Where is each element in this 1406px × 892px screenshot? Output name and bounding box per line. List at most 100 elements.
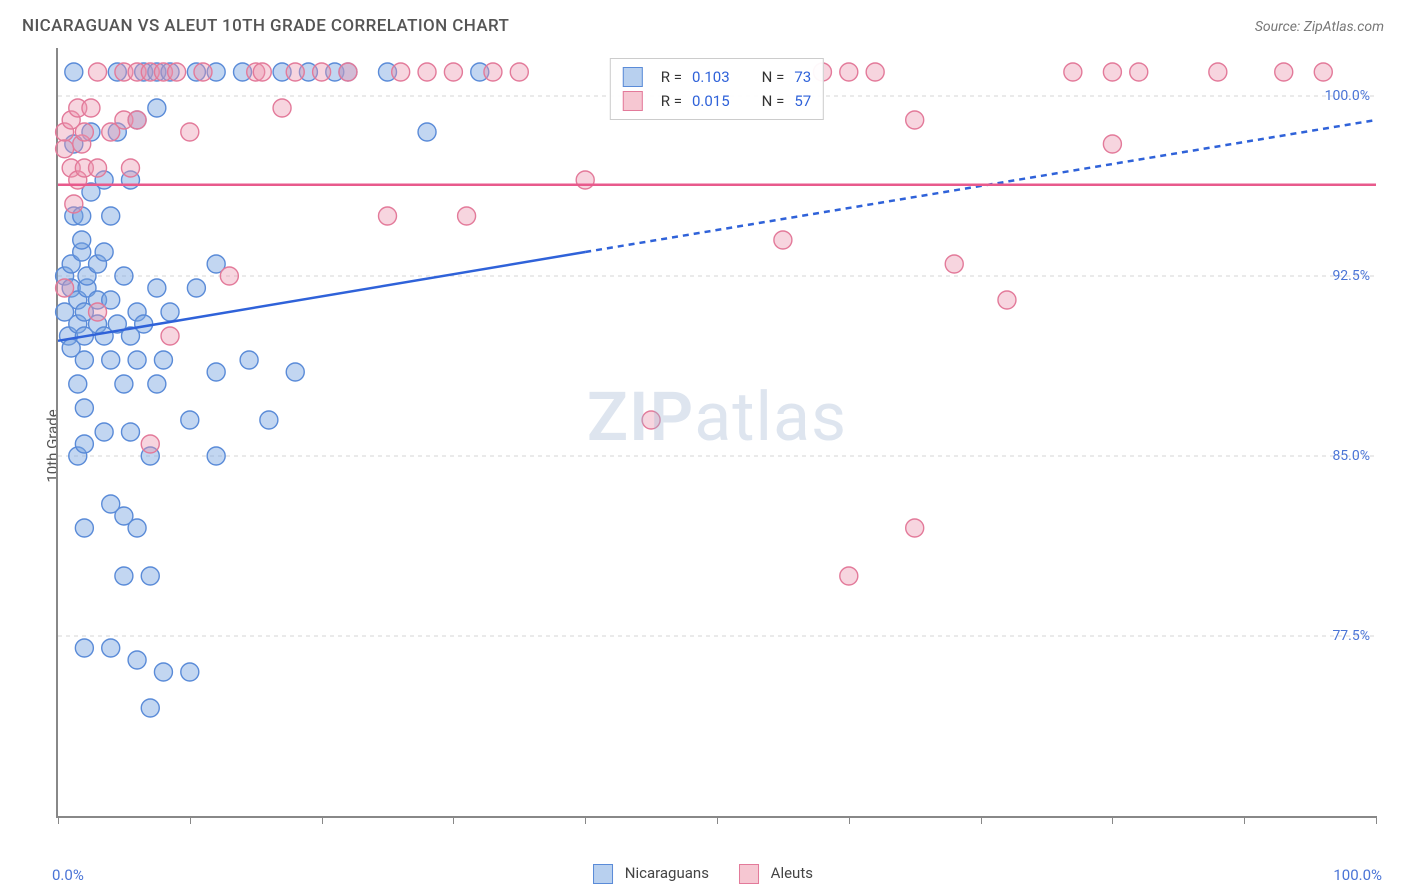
scatter-point (75, 351, 93, 369)
scatter-point (102, 639, 120, 657)
scatter-point (484, 63, 502, 81)
scatter-point (181, 411, 199, 429)
scatter-point (56, 140, 74, 158)
scatter-point (89, 303, 107, 321)
x-axis-max-label: 100.0% (1333, 866, 1382, 884)
scatter-point (207, 447, 225, 465)
scatter-point (75, 639, 93, 657)
scatter-point (89, 159, 107, 177)
x-tick (1376, 816, 1377, 824)
x-tick (1244, 816, 1245, 824)
swatch-a-icon (623, 67, 643, 87)
scatter-point (998, 291, 1016, 309)
scatter-point (1275, 63, 1293, 81)
scatter-point (576, 171, 594, 189)
scatter-point (65, 63, 83, 81)
scatter-point (181, 123, 199, 141)
legend-item-a: Nicaraguans (593, 864, 709, 884)
scatter-point (286, 363, 304, 381)
scatter-point (866, 63, 884, 81)
legend-item-b: Aleuts (739, 864, 813, 884)
plot-area: ZIPatlas R = 0.103 N = 73 R = 0.015 N = … (56, 48, 1376, 818)
scatter-point (444, 63, 462, 81)
scatter-point (379, 207, 397, 225)
scatter-point (148, 375, 166, 393)
bottom-legend: Nicaraguans Aleuts (593, 864, 813, 884)
scatter-point (207, 363, 225, 381)
y-tick-label: 85.0% (1332, 448, 1370, 464)
scatter-point (1314, 63, 1332, 81)
scatter-point (141, 567, 159, 585)
x-tick (322, 816, 323, 824)
scatter-point (89, 63, 107, 81)
scatter-point (128, 519, 146, 537)
y-tick-label: 77.5% (1332, 628, 1370, 644)
stats-row-b: R = 0.015 N = 57 (623, 89, 811, 113)
x-tick (585, 816, 586, 824)
scatter-point (840, 63, 858, 81)
scatter-point (161, 303, 179, 321)
scatter-point (1064, 63, 1082, 81)
scatter-point (339, 63, 357, 81)
scatter-point (220, 267, 238, 285)
scatter-point (75, 399, 93, 417)
scatter-point (313, 63, 331, 81)
scatter-point (135, 315, 153, 333)
scatter-point (115, 267, 133, 285)
scatter-point (75, 519, 93, 537)
scatter-point (510, 63, 528, 81)
scatter-point (774, 231, 792, 249)
scatter-point (260, 411, 278, 429)
scatter-point (115, 567, 133, 585)
scatter-point (1103, 63, 1121, 81)
scatter-point (128, 651, 146, 669)
x-tick (717, 816, 718, 824)
scatter-point (95, 423, 113, 441)
scatter-point (273, 99, 291, 117)
scatter-point (392, 63, 410, 81)
scatter-point (148, 279, 166, 297)
stats-row-a: R = 0.103 N = 73 (623, 65, 811, 89)
swatch-b-icon (739, 864, 759, 884)
scatter-point (65, 195, 83, 213)
scatter-point (945, 255, 963, 273)
scatter-point (253, 63, 271, 81)
x-tick (981, 816, 982, 824)
scatter-point (418, 123, 436, 141)
scatter-point (115, 375, 133, 393)
scatter-point (906, 519, 924, 537)
scatter-point (73, 231, 91, 249)
scatter-point (141, 699, 159, 717)
swatch-b-icon (623, 91, 643, 111)
swatch-a-icon (593, 864, 613, 884)
chart-svg (58, 48, 1376, 816)
y-tick-label: 100.0% (1325, 88, 1370, 104)
x-tick (453, 816, 454, 824)
scatter-point (458, 207, 476, 225)
scatter-point (1103, 135, 1121, 153)
scatter-point (95, 243, 113, 261)
scatter-point (102, 351, 120, 369)
scatter-point (181, 663, 199, 681)
scatter-point (102, 207, 120, 225)
x-tick (849, 816, 850, 824)
scatter-point (69, 375, 87, 393)
scatter-point (161, 327, 179, 345)
scatter-point (128, 111, 146, 129)
x-axis-min-label: 0.0% (52, 866, 84, 884)
scatter-point (82, 99, 100, 117)
scatter-point (154, 663, 172, 681)
x-tick (1112, 816, 1113, 824)
scatter-point (240, 351, 258, 369)
scatter-point (168, 63, 186, 81)
scatter-point (56, 279, 74, 297)
scatter-point (121, 423, 139, 441)
scatter-point (75, 435, 93, 453)
source-label: Source: ZipAtlas.com (1255, 19, 1384, 35)
scatter-point (840, 567, 858, 585)
stats-legend: R = 0.103 N = 73 R = 0.015 N = 57 (610, 58, 824, 120)
chart-title: NICARAGUAN VS ALEUT 10TH GRADE CORRELATI… (22, 16, 509, 36)
scatter-point (1130, 63, 1148, 81)
x-tick (190, 816, 191, 824)
scatter-point (154, 351, 172, 369)
